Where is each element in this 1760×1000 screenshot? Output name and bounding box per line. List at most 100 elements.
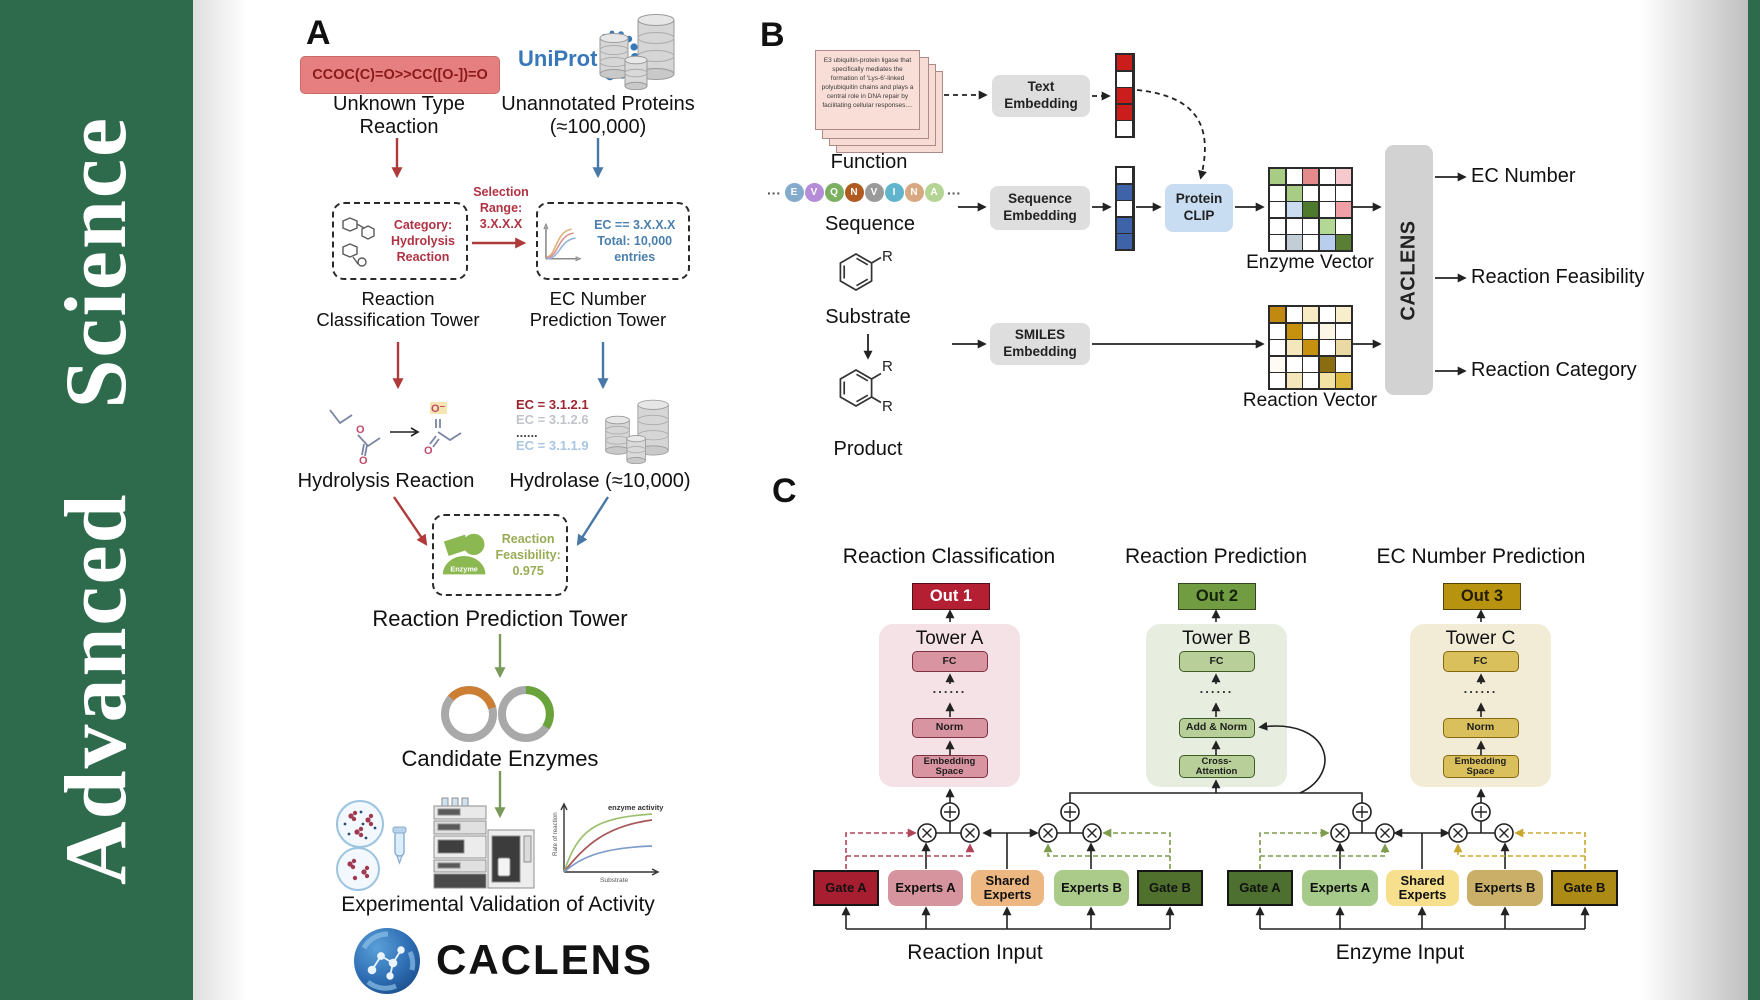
out-1-box: Out 1	[912, 583, 990, 610]
enzyme-experts-b: Experts B	[1467, 870, 1543, 906]
caclens-module-text: CACLENS	[1397, 219, 1420, 321]
oxylate-atom: O⁻	[431, 403, 446, 415]
tower-c-norm: Norm	[1442, 718, 1519, 738]
ec-tower-label: EC Number Prediction Tower	[529, 288, 667, 331]
vector-cell	[1117, 88, 1133, 104]
residue-circle: N	[904, 183, 924, 202]
matrix-cell	[1303, 307, 1319, 323]
enzyme-gate-b: Gate B	[1551, 870, 1618, 906]
unannotated-proteins-label: Unannotated Proteins (≈100,000)	[501, 93, 695, 139]
matrix-cell	[1303, 340, 1319, 356]
ec-filter-note: EC == 3.X.X.X Total: 10,000 entries	[585, 217, 684, 265]
tower-b-name: Tower B	[1182, 628, 1251, 649]
matrix-cell	[1270, 340, 1286, 356]
matrix-cell	[1286, 234, 1302, 250]
matrix-cell	[1286, 356, 1302, 372]
tower-b: Tower B FC ...... Add & Norm Cross- Atte…	[1146, 624, 1287, 787]
residue-circle: E	[784, 183, 804, 202]
vector-cell	[1117, 184, 1133, 200]
matrix-cell	[1335, 218, 1351, 234]
product-r-group: R	[882, 358, 893, 375]
journal-sidebar	[0, 0, 193, 1000]
page-shadow-left	[193, 0, 248, 1000]
residue-circle: V	[804, 183, 824, 202]
matrix-cell	[1303, 356, 1319, 372]
journal-title-wrap: Advanced Science	[0, 0, 193, 1000]
matrix-cell	[1335, 323, 1351, 339]
protein-clip-box: Protein CLIP	[1165, 184, 1233, 232]
vector-cell	[1117, 71, 1133, 87]
matrix-cell	[1286, 202, 1302, 218]
matrix-cell	[1270, 169, 1286, 185]
curves-plot-icon	[543, 222, 582, 262]
enzyme-icon: Enzyme	[442, 533, 486, 575]
vector-cell	[1117, 233, 1133, 249]
enzyme-vector-label: Enzyme Vector	[1246, 252, 1374, 273]
header-ec-number-prediction: EC Number Prediction	[1376, 545, 1586, 568]
header-reaction-prediction: Reaction Prediction	[1124, 545, 1308, 568]
matrix-cell	[1319, 356, 1335, 372]
matrix-cell	[1319, 372, 1335, 388]
hydrolase-label: Hydrolase (≈10,000)	[509, 470, 691, 492]
vector-cell	[1117, 217, 1133, 233]
ec-results-list: EC = 3.1.2.1 EC = 3.1.2.6 ...... EC = 3.…	[516, 397, 616, 453]
header-reaction-classification: Reaction Classification	[842, 545, 1056, 568]
tower-a-fc: FC	[911, 651, 988, 672]
matrix-cell	[1270, 218, 1286, 234]
tower-b-add-norm: Add & Norm	[1178, 718, 1255, 738]
sequence-label: Sequence	[824, 213, 916, 235]
function-card-text: E3 ubiquitin-protein ligase that specifi…	[815, 50, 920, 130]
vector-cell	[1117, 55, 1133, 71]
out-2-box: Out 2	[1178, 583, 1256, 610]
oxygen-atom: O	[359, 455, 368, 466]
journal-edge-strip	[1748, 0, 1760, 1000]
matrix-cell	[1319, 307, 1335, 323]
matrix-cell	[1303, 372, 1319, 388]
reaction-classification-box: Category: Hydrolysis Reaction	[332, 202, 468, 280]
ec-result-ellipsis: ......	[516, 424, 538, 440]
tower-b-fc: FC	[1178, 651, 1255, 672]
oxygen-atom: O	[424, 445, 433, 457]
reaction-gate-b: Gate B	[1137, 870, 1203, 906]
tower-a: Tower A FC ...... Norm Embedding Space	[879, 624, 1020, 787]
ec-result: EC = 3.1.2.6	[516, 412, 589, 428]
matrix-cell	[1335, 234, 1351, 250]
matrix-cell	[1303, 169, 1319, 185]
residue-circle: I	[884, 183, 904, 202]
matrix-cell	[1286, 340, 1302, 356]
tower-c: Tower C FC ...... Norm Embedding Space	[1410, 624, 1551, 787]
matrix-cell	[1270, 185, 1286, 201]
matrix-cell	[1286, 218, 1302, 234]
matrix-cell	[1335, 307, 1351, 323]
reaction-smiles-box: CCOC(C)=O>>CC([O-])=O	[300, 56, 500, 94]
enzyme-badge-text: Enzyme	[450, 564, 477, 573]
ec-filter-line2: Total: 10,000	[597, 234, 673, 248]
ec-prediction-box: EC == 3.X.X.X Total: 10,000 entries	[536, 202, 690, 280]
reaction-prediction-tower-label: Reaction Prediction Tower	[372, 606, 628, 631]
matrix-cell	[1270, 323, 1286, 339]
output-reaction-category: Reaction Category	[1471, 359, 1637, 381]
product-label: Product	[833, 438, 903, 460]
panel-a-label: A	[306, 14, 331, 52]
matrix-cell	[1319, 185, 1335, 201]
sequence-ellipsis: ···	[947, 184, 961, 201]
tower-c-embedding-space: Embedding Space	[1442, 755, 1519, 778]
microbe-samples-icon	[336, 800, 407, 891]
sequence-embedding-box: Sequence Embedding	[990, 186, 1090, 230]
hydrolysis-structures-icon: O O O⁻ O	[329, 402, 462, 466]
selection-range-note: Selection Range: 3.X.X.X	[473, 185, 529, 231]
matrix-cell	[1303, 323, 1319, 339]
sequence-embedding-vector	[1115, 166, 1135, 252]
tower-a-name: Tower A	[915, 628, 984, 649]
enzyme-vector-matrix	[1268, 167, 1354, 253]
reaction-feasibility-box: Enzyme Reaction Feasibility: 0.975	[432, 514, 568, 596]
residue-circle: V	[864, 183, 884, 202]
validation-label: Experimental Validation of Activity	[341, 893, 655, 916]
output-reaction-feasibility: Reaction Feasibility	[1471, 266, 1645, 288]
matrix-cell	[1286, 372, 1302, 388]
substrate-r-group: R	[882, 248, 893, 265]
feasibility-note: Reaction Feasibility: 0.975	[495, 532, 561, 578]
ec-filter-line3: entries	[614, 250, 656, 264]
plot-annotation: enzyme activity	[608, 803, 664, 812]
